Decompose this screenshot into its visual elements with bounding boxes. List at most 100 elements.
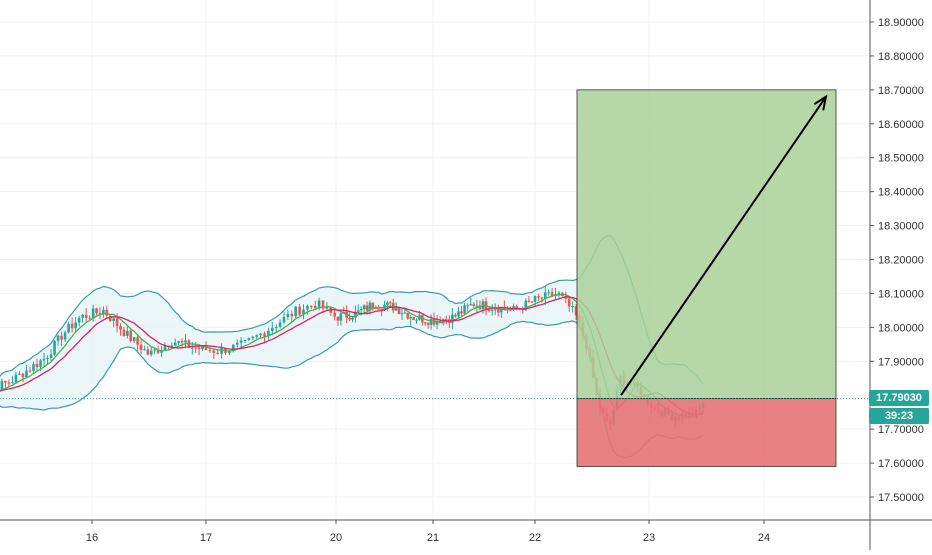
candle-body <box>451 314 454 323</box>
candle-body <box>81 314 84 318</box>
countdown-badge: 39:23 <box>869 408 929 424</box>
candle-body <box>325 307 329 309</box>
candle-body <box>247 338 251 340</box>
candle-body <box>32 364 35 371</box>
candle-body <box>333 312 336 317</box>
trend-arrow-head <box>813 94 828 111</box>
candle-body <box>429 318 433 325</box>
candle-body <box>362 305 366 310</box>
candle-body <box>263 333 266 337</box>
candle-body <box>540 297 544 299</box>
candle-body <box>191 347 194 349</box>
candle-body <box>418 315 421 320</box>
candle-body <box>232 344 235 351</box>
candle-body <box>102 309 105 315</box>
candle-body <box>374 307 378 309</box>
candle-body <box>490 309 494 311</box>
candle-body <box>63 332 67 340</box>
candle-body <box>74 322 77 329</box>
candle-body <box>527 300 531 302</box>
candle-body <box>180 341 184 343</box>
candle-body <box>543 292 547 299</box>
candle-body <box>228 350 231 354</box>
candle-body <box>302 309 305 315</box>
candle-body <box>348 317 351 320</box>
price-axis-bg <box>870 0 932 550</box>
candle-body <box>286 313 290 317</box>
candle-body <box>35 364 39 367</box>
candle-body <box>460 311 463 314</box>
candle-body <box>294 306 297 317</box>
candle-body <box>149 350 153 355</box>
candle-body <box>421 315 424 323</box>
candle-body <box>39 360 42 367</box>
candle-body <box>557 292 561 295</box>
candle-body <box>336 316 340 321</box>
candle-body <box>547 292 550 294</box>
candle-body <box>466 305 469 307</box>
trend-arrow-line <box>620 96 827 396</box>
candle-body <box>394 308 398 311</box>
candle-body <box>77 317 81 323</box>
candle-body <box>512 306 515 310</box>
candle-body <box>423 322 427 324</box>
candle-body <box>132 337 136 341</box>
candle-body <box>194 347 198 349</box>
candle-body <box>98 312 102 315</box>
candle-body <box>42 358 46 361</box>
candle-body <box>359 309 363 311</box>
y-tick-label: 17.50000 <box>878 492 924 504</box>
candle-body <box>153 349 156 351</box>
candle-body <box>339 313 343 321</box>
y-tick-label: 17.60000 <box>878 458 924 470</box>
candle-body <box>290 313 294 317</box>
y-tick-label: 18.90000 <box>878 17 924 29</box>
candle-body <box>14 374 18 383</box>
x-tick-label: 17 <box>200 532 212 544</box>
candle-body <box>365 305 369 311</box>
candle-body <box>243 339 247 341</box>
candle-body <box>298 306 301 315</box>
candle-body <box>91 308 95 318</box>
target-zone <box>576 89 837 400</box>
candle-body <box>475 305 479 307</box>
candle-body <box>357 310 360 312</box>
y-tick-label: 18.70000 <box>878 85 924 97</box>
candle-body <box>60 335 63 340</box>
candle-body <box>255 335 258 337</box>
candle-body <box>201 345 204 350</box>
candle-body <box>259 333 262 336</box>
candle-body <box>574 306 578 316</box>
candle-body <box>571 306 574 308</box>
candle-body <box>274 326 278 328</box>
candle-body <box>567 298 571 307</box>
candle-body <box>4 380 7 383</box>
candle-body <box>119 326 122 330</box>
candle-body <box>496 309 500 313</box>
candle-body <box>84 314 88 318</box>
candle-body <box>409 317 412 319</box>
x-tick-label: 22 <box>529 532 541 544</box>
candle-body <box>197 347 201 350</box>
candle-body <box>354 311 357 318</box>
candle-body <box>143 349 146 351</box>
candle-body <box>397 308 401 315</box>
candle-body <box>282 316 286 323</box>
candle-body <box>126 330 129 337</box>
candle-body <box>533 296 537 302</box>
candle-body <box>368 302 372 311</box>
candle-body <box>472 304 476 306</box>
x-tick-label: 21 <box>427 532 439 544</box>
candle-body <box>454 314 457 317</box>
candle-body <box>18 373 21 375</box>
candle-body <box>239 340 243 343</box>
candle-body <box>415 319 418 321</box>
candle-body <box>122 329 126 337</box>
candle-body <box>88 317 91 319</box>
y-tick-label: 17.90000 <box>878 356 924 368</box>
candle-body <box>112 318 115 322</box>
x-tick-label: 16 <box>86 532 98 544</box>
candle-body <box>67 323 70 333</box>
